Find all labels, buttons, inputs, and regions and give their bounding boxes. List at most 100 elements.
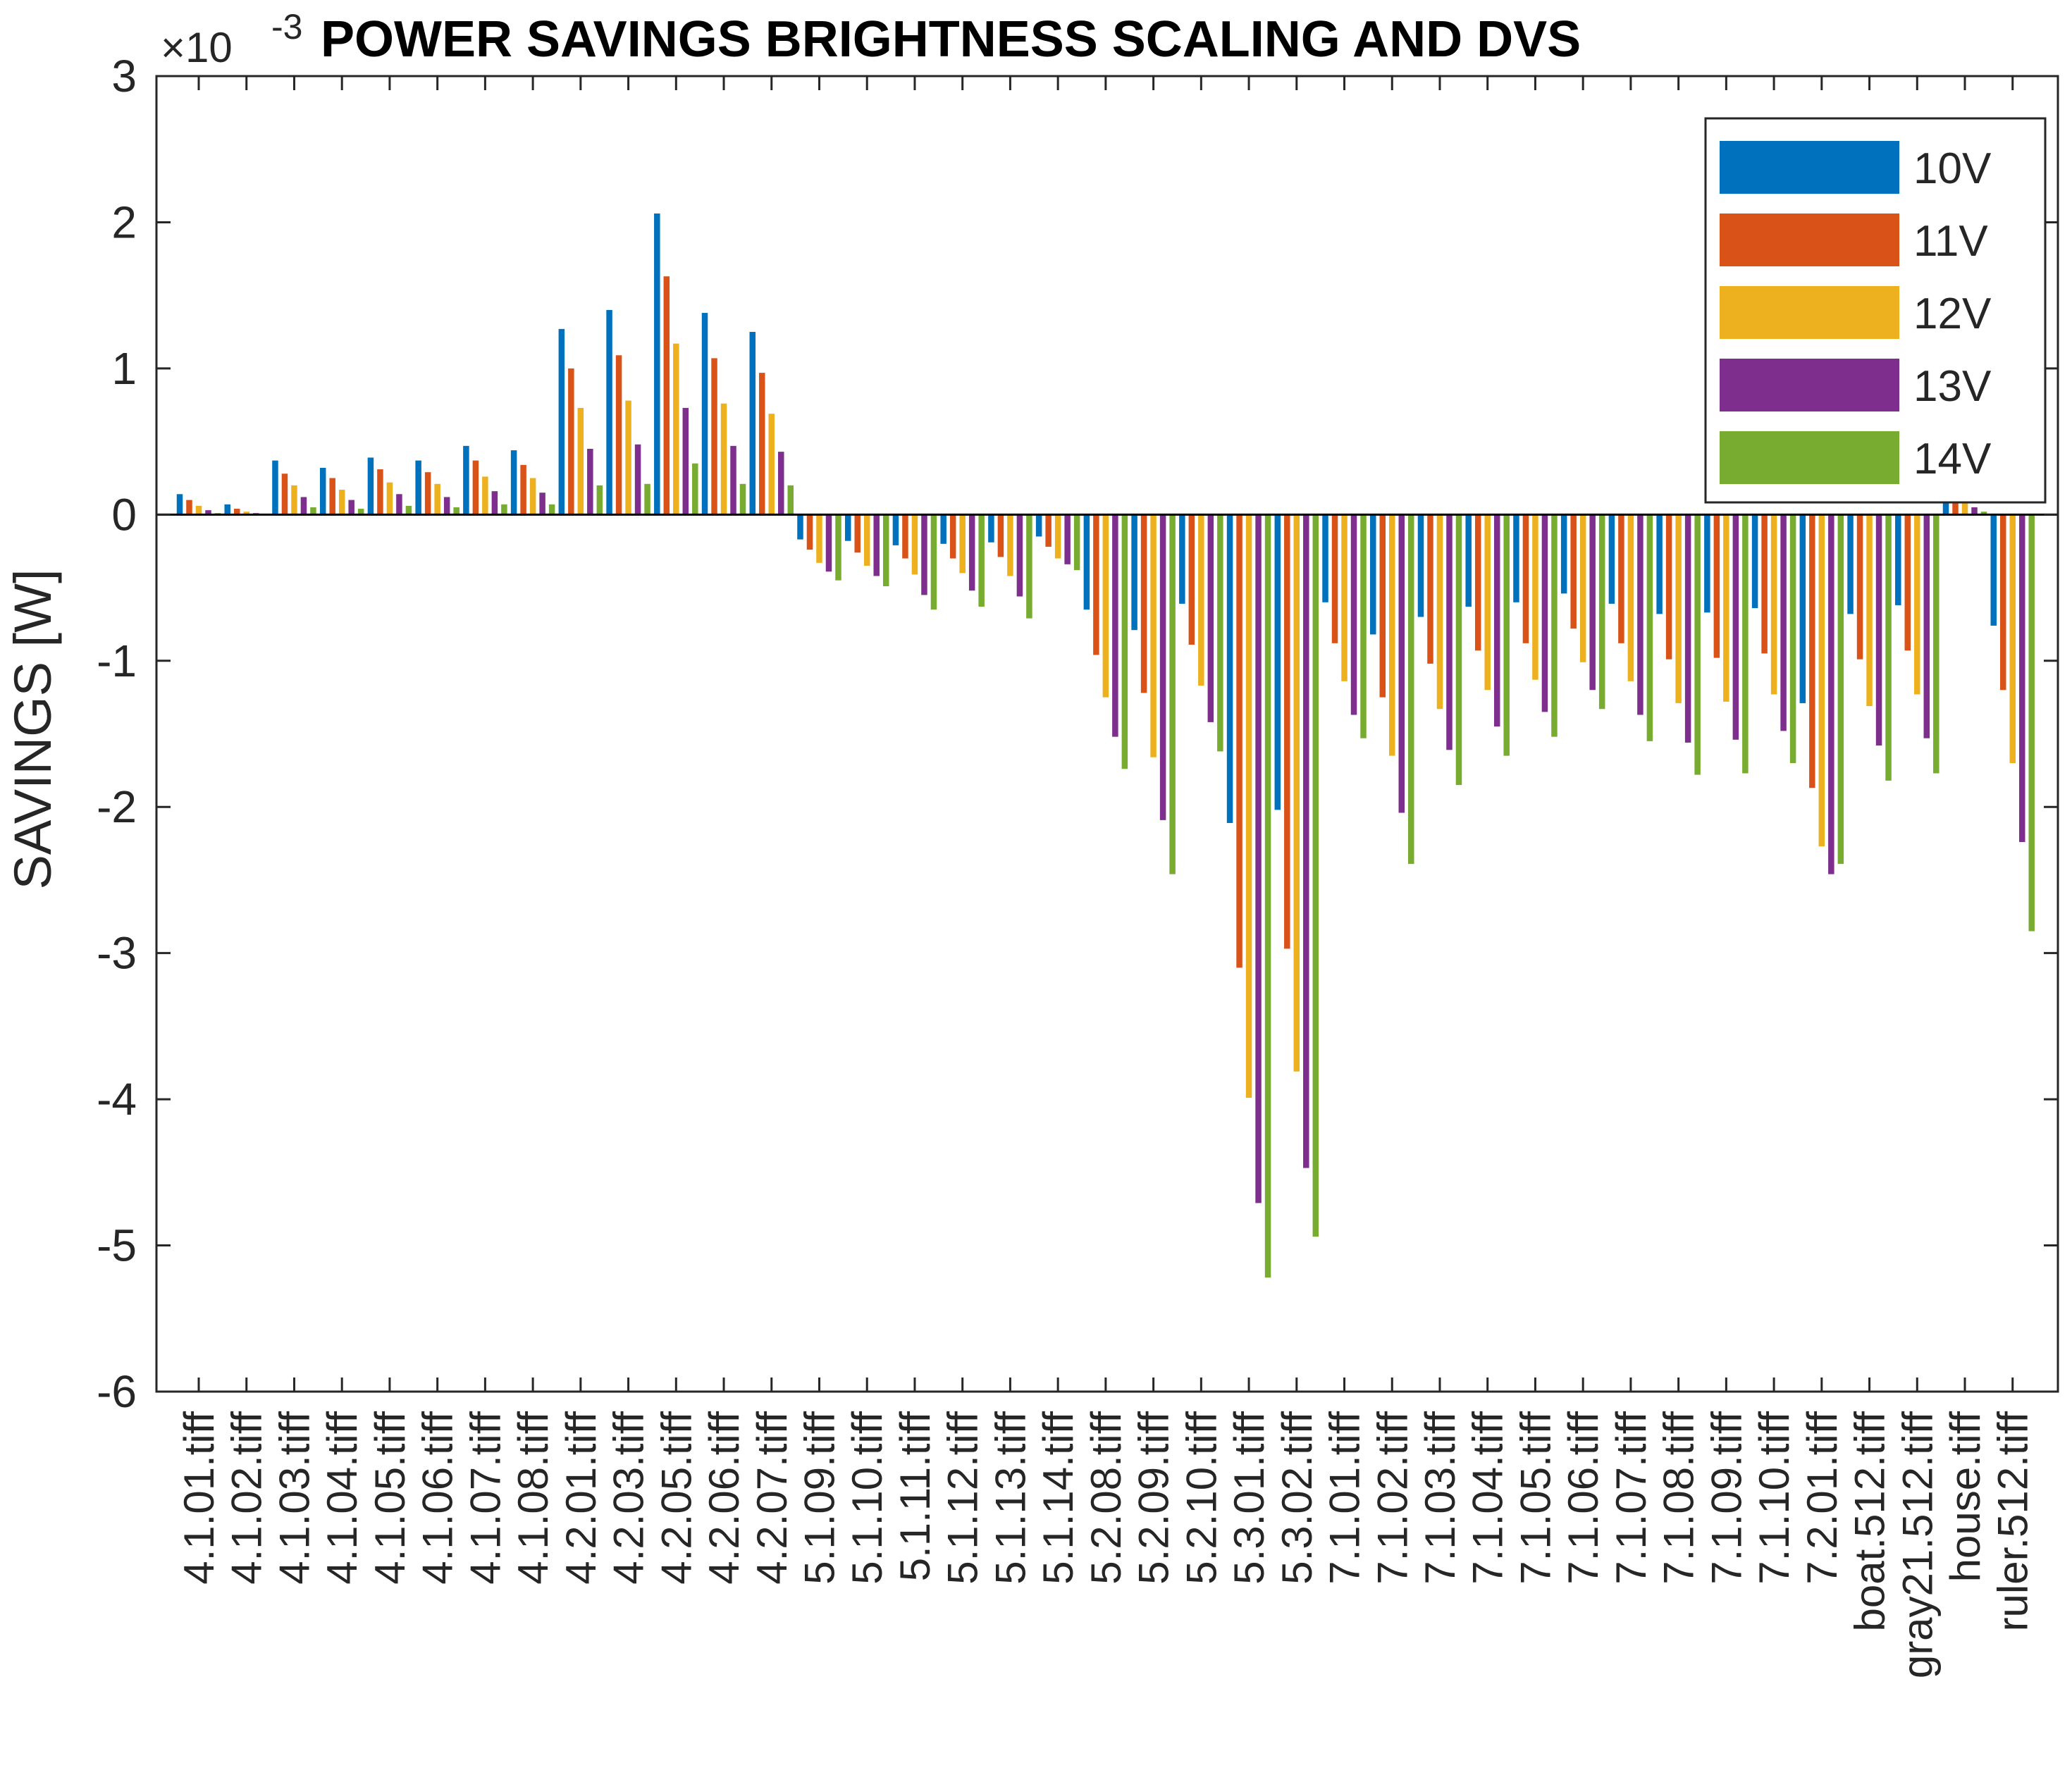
x-tick-label: 5.3.01.tiff	[1226, 1411, 1273, 1585]
bar-12V-5.1.11.tiff	[911, 514, 918, 575]
x-tick-label: 4.2.03.tiff	[605, 1411, 653, 1585]
bar-14V-7.1.03.tiff	[1455, 514, 1462, 786]
bar-14V-7.1.09.tiff	[1742, 514, 1749, 774]
y-tick-label: -1	[97, 636, 137, 686]
bar-10V-5.2.08.tiff	[1083, 514, 1090, 610]
bar-13V-4.2.07.tiff	[778, 452, 784, 515]
x-tick-label: 4.1.06.tiff	[414, 1411, 462, 1585]
bar-13V-5.1.13.tiff	[1016, 514, 1023, 597]
bar-11V-5.1.14.tiff	[1045, 514, 1052, 547]
bar-11V-4.2.03.tiff	[615, 355, 622, 515]
bar-12V-7.1.05.tiff	[1532, 514, 1538, 680]
bar-14V-5.3.02.tiff	[1312, 514, 1319, 1237]
bar-10V-5.2.09.tiff	[1131, 514, 1137, 631]
bar-13V-boat.512.tiff	[1875, 514, 1882, 746]
bar-11V-house.tiff	[1952, 497, 1959, 515]
bar-14V-5.2.09.tiff	[1169, 514, 1176, 874]
bar-10V-7.1.08.tiff	[1656, 514, 1663, 614]
bar-10V-7.1.03.tiff	[1417, 514, 1424, 617]
bar-11V-7.1.02.tiff	[1379, 514, 1386, 698]
bar-10V-4.1.01.tiff	[176, 494, 183, 515]
bar-10V-ruler.512.tiff	[1990, 514, 1997, 626]
bar-13V-gray21.512.tiff	[1923, 514, 1930, 738]
bar-14V-5.1.13.tiff	[1026, 514, 1032, 619]
bar-13V-5.2.08.tiff	[1112, 514, 1118, 737]
bar-12V-7.1.07.tiff	[1627, 514, 1634, 681]
bar-13V-5.1.12.tiff	[968, 514, 975, 591]
x-tick-label: 5.3.02.tiff	[1274, 1411, 1321, 1585]
legend-swatch-10V	[1720, 141, 1899, 194]
bar-13V-7.2.01.tiff	[1828, 514, 1834, 874]
bar-11V-4.1.04.tiff	[329, 478, 335, 515]
bar-14V-4.1.05.tiff	[405, 505, 412, 515]
bar-14V-7.1.10.tiff	[1789, 514, 1796, 763]
bar-10V-4.1.06.tiff	[415, 460, 421, 515]
bar-12V-4.2.03.tiff	[625, 400, 631, 515]
x-tick-label: 4.2.01.tiff	[557, 1411, 605, 1585]
bar-11V-5.2.10.tiff	[1188, 514, 1195, 645]
bar-11V-5.2.09.tiff	[1140, 514, 1147, 693]
bar-12V-ruler.512.tiff	[2009, 514, 2016, 763]
bar-13V-7.1.01.tiff	[1350, 514, 1357, 715]
bar-14V-4.2.06.tiff	[739, 483, 746, 515]
bar-14V-5.2.10.tiff	[1217, 514, 1223, 752]
bar-14V-7.1.08.tiff	[1694, 514, 1701, 775]
bar-14V-4.2.05.tiff	[692, 463, 698, 515]
bar-11V-4.1.02.tiff	[233, 509, 240, 515]
bar-11V-4.2.01.tiff	[568, 368, 574, 515]
bar-13V-7.1.02.tiff	[1398, 514, 1405, 813]
bar-11V-5.1.12.tiff	[949, 514, 956, 559]
bar-13V-house.tiff	[1971, 507, 1978, 515]
bar-12V-4.1.03.tiff	[291, 485, 297, 515]
bar-12V-4.2.05.tiff	[673, 343, 679, 515]
bar-12V-boat.512.tiff	[1866, 514, 1873, 707]
bar-12V-7.1.09.tiff	[1723, 514, 1729, 702]
bar-12V-5.1.12.tiff	[959, 514, 966, 574]
bar-12V-4.1.06.tiff	[434, 483, 440, 515]
bar-12V-7.1.06.tiff	[1579, 514, 1586, 662]
bar-14V-5.3.01.tiff	[1264, 514, 1271, 1278]
bar-11V-4.2.07.tiff	[759, 373, 765, 515]
bar-13V-4.1.06.tiff	[443, 497, 450, 515]
x-tick-label: 5.1.11.tiff	[892, 1411, 939, 1582]
bar-12V-7.2.01.tiff	[1818, 514, 1825, 847]
bar-14V-7.1.01.tiff	[1360, 514, 1367, 738]
x-tick-label: 4.2.06.tiff	[701, 1411, 748, 1585]
bar-12V-7.1.08.tiff	[1675, 514, 1682, 703]
bar-11V-4.1.01.tiff	[186, 500, 192, 515]
bar-14V-4.1.07.tiff	[501, 504, 507, 515]
bar-12V-4.2.06.tiff	[720, 403, 727, 515]
bar-12V-4.1.08.tiff	[529, 478, 536, 515]
bar-10V-4.1.03.tiff	[272, 460, 278, 515]
bar-10V-7.1.09.tiff	[1704, 514, 1710, 613]
bar-10V-5.1.10.tiff	[844, 514, 851, 541]
x-tick-label: house.tiff	[1942, 1411, 1989, 1583]
bar-12V-7.1.03.tiff	[1436, 514, 1443, 710]
bar-11V-7.1.01.tiff	[1331, 514, 1338, 643]
y-tick-label: -2	[97, 781, 137, 832]
bar-10V-7.1.02.tiff	[1370, 514, 1376, 635]
bar-13V-5.1.10.tiff	[873, 514, 880, 576]
bar-14V-7.1.05.tiff	[1551, 514, 1558, 737]
x-tick-label: 4.1.04.tiff	[319, 1411, 366, 1585]
bar-12V-5.1.09.tiff	[816, 514, 822, 563]
bar-13V-4.2.05.tiff	[682, 407, 689, 515]
bars-group	[176, 213, 2035, 1278]
bar-12V-4.2.01.tiff	[577, 407, 584, 515]
bar-13V-5.2.10.tiff	[1207, 514, 1214, 722]
axes-group	[155, 75, 2059, 1393]
x-tick-label: 7.1.10.tiff	[1751, 1411, 1798, 1585]
bar-14V-4.1.04.tiff	[357, 509, 364, 515]
bar-12V-5.3.01.tiff	[1245, 514, 1252, 1098]
bar-14V-4.1.06.tiff	[453, 507, 460, 515]
y-tick-label: 1	[111, 343, 137, 394]
bar-14V-5.2.08.tiff	[1121, 514, 1128, 769]
bar-13V-4.2.01.tiff	[587, 448, 593, 515]
legend-label-12V: 12V	[1913, 290, 1992, 338]
x-tick-label: 7.1.01.tiff	[1321, 1411, 1369, 1585]
bar-12V-7.1.02.tiff	[1389, 514, 1395, 756]
bar-14V-7.1.04.tiff	[1503, 514, 1510, 756]
bar-14V-ruler.512.tiff	[2028, 514, 2035, 931]
bar-11V-7.1.08.tiff	[1665, 514, 1672, 660]
